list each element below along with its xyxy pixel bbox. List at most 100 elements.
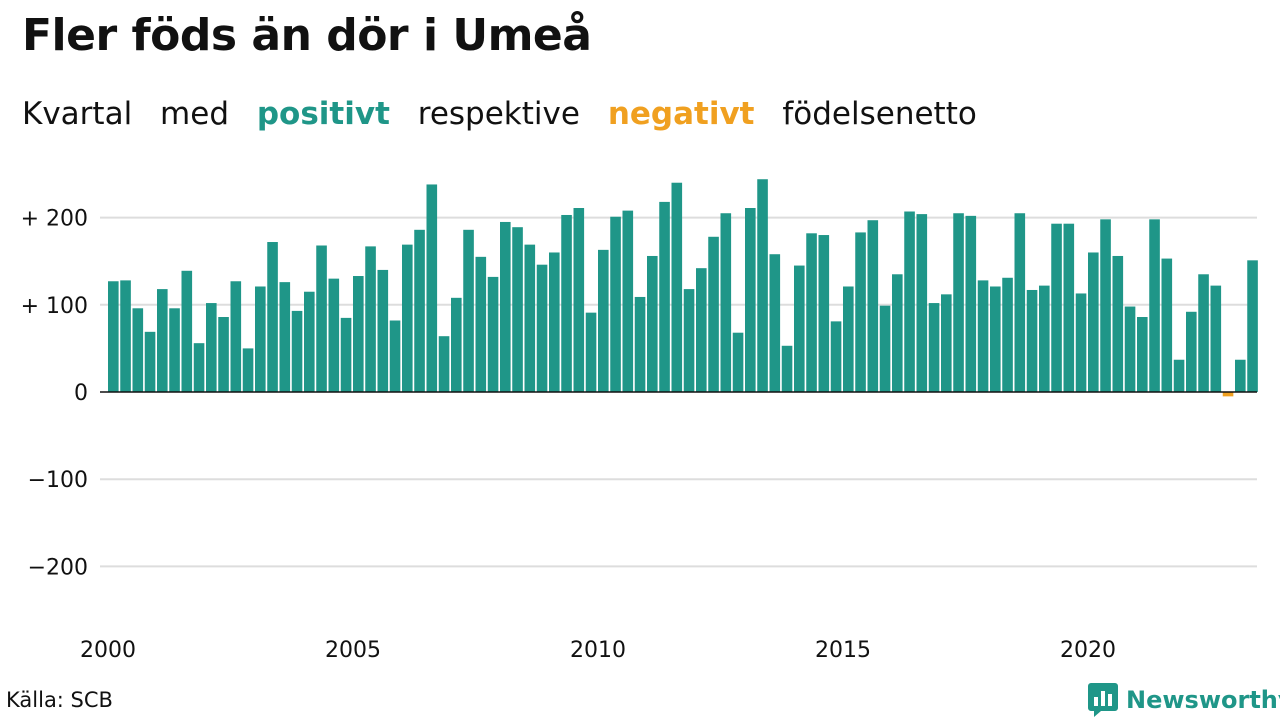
bar: [340, 317, 352, 392]
bar: [867, 220, 879, 392]
subtitle-positive-label: positivt: [256, 96, 390, 132]
bar: [892, 274, 903, 392]
bar: [830, 321, 842, 392]
bar: [389, 320, 401, 392]
bar: [916, 214, 928, 392]
bar: [843, 286, 854, 392]
bar: [683, 289, 695, 392]
bar: [291, 310, 303, 392]
bar: [879, 305, 891, 392]
bar: [512, 227, 523, 392]
bar: [193, 343, 205, 392]
x-tick-label: 2010: [570, 638, 626, 663]
bar: [451, 297, 462, 392]
bar: [1075, 293, 1087, 392]
bar: [108, 281, 119, 392]
bar: [965, 215, 977, 392]
x-tick-label: 2000: [80, 638, 136, 663]
chart-subtitle: Kvartal med positivt respektive negativt…: [22, 96, 995, 132]
bar: [1247, 260, 1258, 392]
bar: [928, 303, 940, 392]
bar: [206, 303, 217, 392]
bar: [598, 249, 609, 392]
newsworthy-logo-icon: [1088, 683, 1118, 717]
bar: [1014, 213, 1026, 392]
x-tick-label: 2005: [325, 638, 381, 663]
bar: [1112, 255, 1124, 392]
bar: [855, 232, 866, 392]
bar: [1137, 317, 1148, 392]
bar: [561, 214, 572, 392]
bar: [990, 286, 1001, 392]
bar: [1100, 219, 1111, 392]
bar: [426, 184, 438, 392]
bar: [610, 216, 621, 392]
bar: [500, 221, 511, 392]
bar: [304, 291, 315, 392]
subtitle-word-kvartal: Kvartal: [22, 96, 133, 132]
bar: [1026, 289, 1038, 392]
subtitle-word-fodelsenetto: födelsenetto: [782, 96, 977, 132]
bar: [353, 276, 364, 392]
bar: [365, 246, 376, 392]
bar: [169, 308, 180, 392]
bar: [696, 268, 707, 392]
y-tick-label: + 200: [21, 207, 88, 232]
bar: [1051, 223, 1062, 392]
bar: [279, 282, 291, 392]
bar: [255, 286, 266, 392]
y-tick-label: −200: [28, 555, 88, 580]
chart-title: Fler föds än dör i Umeå: [22, 10, 592, 61]
bar: [941, 294, 952, 392]
bar: [1173, 359, 1185, 392]
y-tick-label: 0: [74, 381, 88, 406]
bar: [1198, 274, 1209, 392]
bar: [524, 244, 536, 392]
bar: [1186, 311, 1197, 392]
bar: [438, 336, 450, 392]
subtitle-word-med: med: [160, 96, 229, 132]
bar: [1039, 285, 1050, 392]
bar: [622, 210, 634, 392]
bar: [1149, 219, 1160, 392]
bar: [181, 270, 193, 392]
bar: [720, 213, 732, 392]
bar: [1002, 277, 1013, 392]
bar: [732, 332, 744, 392]
bar: [549, 252, 560, 392]
bar: [585, 312, 597, 392]
bar: [904, 211, 915, 392]
bar: [1235, 359, 1246, 392]
bar: [475, 256, 487, 392]
bar: [1210, 285, 1222, 392]
bar: [463, 229, 474, 392]
bar: [647, 255, 658, 392]
brand-logo: Newsworthy: [1088, 682, 1280, 718]
bar: [1063, 223, 1075, 392]
y-tick-label: −100: [28, 468, 88, 493]
bar: [316, 245, 327, 392]
bar: [230, 281, 242, 392]
x-tick-label: 2020: [1060, 638, 1116, 663]
bar: [144, 331, 156, 392]
bar: [671, 182, 683, 392]
subtitle-word-respektive: respektive: [417, 96, 580, 132]
bar: [757, 179, 768, 392]
bar: [1124, 306, 1136, 392]
y-tick-label: + 100: [21, 294, 88, 319]
bar: [132, 308, 144, 392]
bar: [157, 289, 168, 392]
bar: [120, 280, 131, 392]
bar: [634, 296, 646, 392]
bar-chart: + 200 + 100 0 −100 −200 2000 2005 2010 2015 2020: [21, 179, 1258, 663]
bar: [328, 278, 340, 392]
bar: [242, 348, 254, 392]
bar: [806, 233, 817, 392]
bar: [1161, 258, 1173, 392]
bar: [769, 254, 781, 392]
bar: [267, 242, 278, 392]
bar: [377, 269, 389, 392]
bar: [818, 235, 830, 392]
source-label: Källa: SCB: [6, 688, 113, 712]
x-tick-label: 2015: [815, 638, 871, 663]
